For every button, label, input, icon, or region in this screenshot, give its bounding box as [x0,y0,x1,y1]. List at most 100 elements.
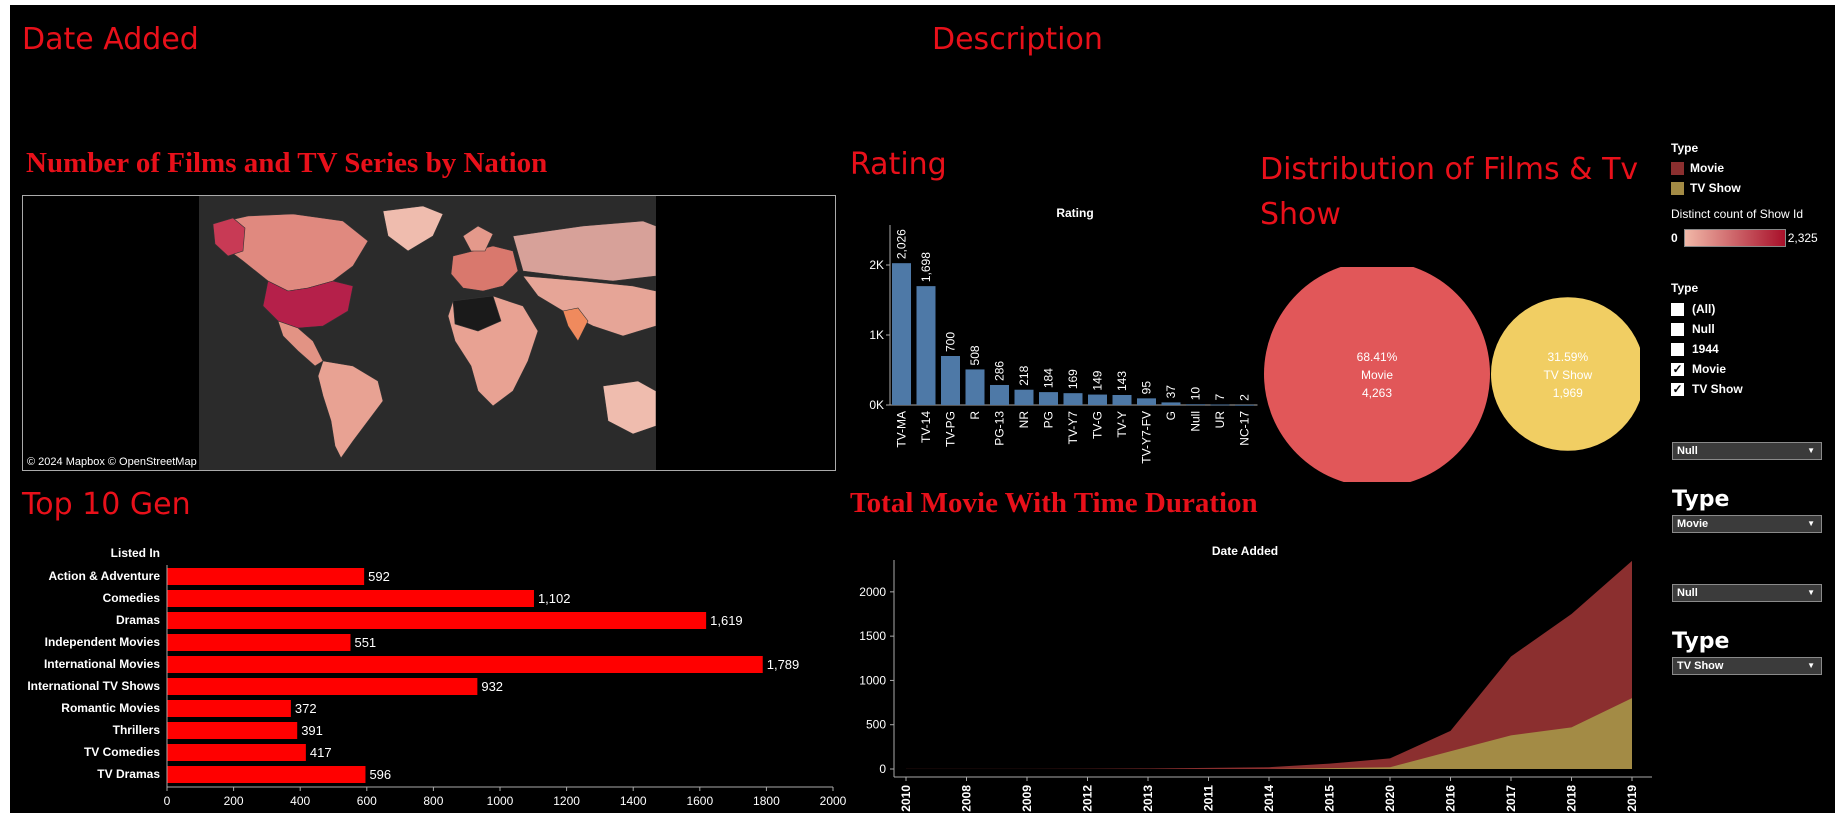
rating-category-label: TV-G [1091,411,1105,439]
genre-bar-label: 391 [301,723,323,738]
rating-bar[interactable] [1210,404,1230,406]
genre-x-tick: 1600 [686,794,713,808]
genre-bar[interactable] [167,678,478,695]
genre-bar[interactable] [167,568,365,585]
genre-bar[interactable] [167,744,306,761]
rating-y-tick: 2K [869,258,884,272]
rating-bar[interactable] [916,286,936,405]
rating-bar[interactable] [1161,402,1181,405]
genre-bar-label: 1,102 [538,591,571,606]
genre-bar[interactable] [167,766,366,783]
duration-area-series[interactable] [906,698,1632,769]
genre-bar-label: 417 [310,745,332,760]
rating-bar[interactable] [965,369,985,405]
alaska-shape [212,217,246,257]
tvshow-dropdown-value: TV Show [1677,660,1724,672]
scandinavia-shape [462,225,494,252]
null-dropdown-2[interactable]: Null ▼ [1672,584,1822,602]
checkbox-checked-icon[interactable]: ✓ [1671,382,1684,396]
legend-item-movie[interactable]: Movie [1671,161,1831,175]
rating-bar-label: 95 [1140,381,1154,395]
distribution-circle[interactable] [1264,267,1490,482]
genre-x-tick: 800 [423,794,443,808]
legend-swatch-movie [1671,161,1684,175]
checkbox-checked-icon[interactable]: ✓ [1671,362,1684,376]
distribution-chart: 68.41% Movie 4,263 31.59% TV Show 1,969 [1264,267,1640,482]
rating-bar[interactable] [892,263,911,405]
legend-item-tvshow[interactable]: TV Show [1671,181,1831,195]
filter-option[interactable]: ✓ Movie [1671,359,1831,379]
genre-bar[interactable] [167,590,534,607]
filter-option[interactable]: ✓ TV Show [1671,379,1831,399]
rating-category-label: TV-MA [895,411,909,448]
genre-bar[interactable] [167,722,298,739]
duration-x-tick: 2010 [899,785,913,812]
null-dropdown-2-value: Null [1677,587,1698,599]
filter-option[interactable]: 1944 [1671,339,1831,359]
genre-category-label: Romantic Movies [61,701,160,715]
null-dropdown-1-value: Null [1677,445,1698,457]
type-legend: Type Movie TV Show Distinct count of Sho… [1671,141,1831,247]
rating-bar[interactable] [1039,392,1058,405]
genre-bar[interactable] [167,634,351,651]
genre-bar[interactable] [167,656,763,673]
filter-option-label: (All) [1692,302,1716,316]
rating-category-label: Null [1189,411,1203,432]
distribution-value: 1,969 [1553,386,1583,400]
north-africa-shape [452,295,502,332]
dashboard-frame: Date Added Description Number of Films a… [10,5,1835,813]
duration-chart: Date Added 0 500 1000 1500 2000 2010 2008 2009 20… [859,544,1652,812]
rating-bar-label: 2 [1238,394,1252,401]
genre-bar[interactable] [167,700,291,717]
duration-y-tick: 500 [866,718,886,732]
movie-dropdown[interactable]: Movie ▼ [1672,515,1822,533]
chevron-down-icon: ▼ [1807,519,1815,528]
duration-y-tick: 1500 [859,629,886,643]
checkbox-icon[interactable] [1671,302,1684,316]
distribution-circle[interactable] [1491,297,1640,451]
scale-gradient [1683,229,1786,247]
genre-bar[interactable] [167,612,707,629]
distribution-percent: 68.41% [1357,350,1398,364]
rating-bar[interactable] [1063,393,1083,405]
genre-category-label: Dramas [116,613,160,627]
chevron-down-icon: ▼ [1807,588,1815,597]
distribution-category: Movie [1361,368,1393,382]
null-dropdown-1[interactable]: Null ▼ [1672,442,1822,460]
rating-bar-label: 37 [1164,385,1178,399]
genre-x-tick: 200 [224,794,244,808]
rating-bar[interactable] [1088,394,1107,405]
rating-bar[interactable] [1112,394,1132,405]
filter-option[interactable]: (All) [1671,299,1831,319]
genre-bar-label: 551 [354,635,376,650]
rating-bar[interactable] [1186,404,1205,406]
map-left-empty [23,196,199,470]
legend-label-tvshow: TV Show [1690,181,1741,195]
genre-category-label: Thrillers [113,723,161,737]
genre-x-tick: 600 [357,794,377,808]
usa-shape [262,280,354,329]
rating-bar[interactable] [1137,398,1156,405]
rating-bar[interactable] [1014,389,1034,405]
checkbox-icon[interactable] [1671,322,1684,336]
rating-bar[interactable] [941,356,960,405]
rating-category-label: PG-13 [993,411,1007,446]
duration-x-tick: 2012 [1081,785,1095,812]
greenland-shape [382,205,444,252]
rating-bar-label: 508 [968,345,982,365]
filter-option-label: Movie [1692,362,1727,376]
color-scale: 0 2,325 [1671,229,1831,247]
distribution-category: TV Show [1543,368,1592,382]
checkbox-icon[interactable] [1671,342,1684,356]
top-genres-chart: Listed In Action & Adventure 592 Comedies 1,… [27,546,846,808]
rating-bar[interactable] [990,384,1009,405]
map-right-empty [656,196,835,470]
filter-option[interactable]: Null [1671,319,1831,339]
duration-y-tick: 2000 [859,585,886,599]
tvshow-dropdown[interactable]: TV Show ▼ [1672,657,1822,675]
genre-category-label: TV Comedies [84,745,160,759]
rating-category-label: PG [1042,411,1056,428]
rating-bar[interactable] [1235,404,1254,406]
world-map[interactable]: © 2024 Mapbox © OpenStreetMap [22,195,836,471]
type-label-2: Type [1672,629,1730,654]
